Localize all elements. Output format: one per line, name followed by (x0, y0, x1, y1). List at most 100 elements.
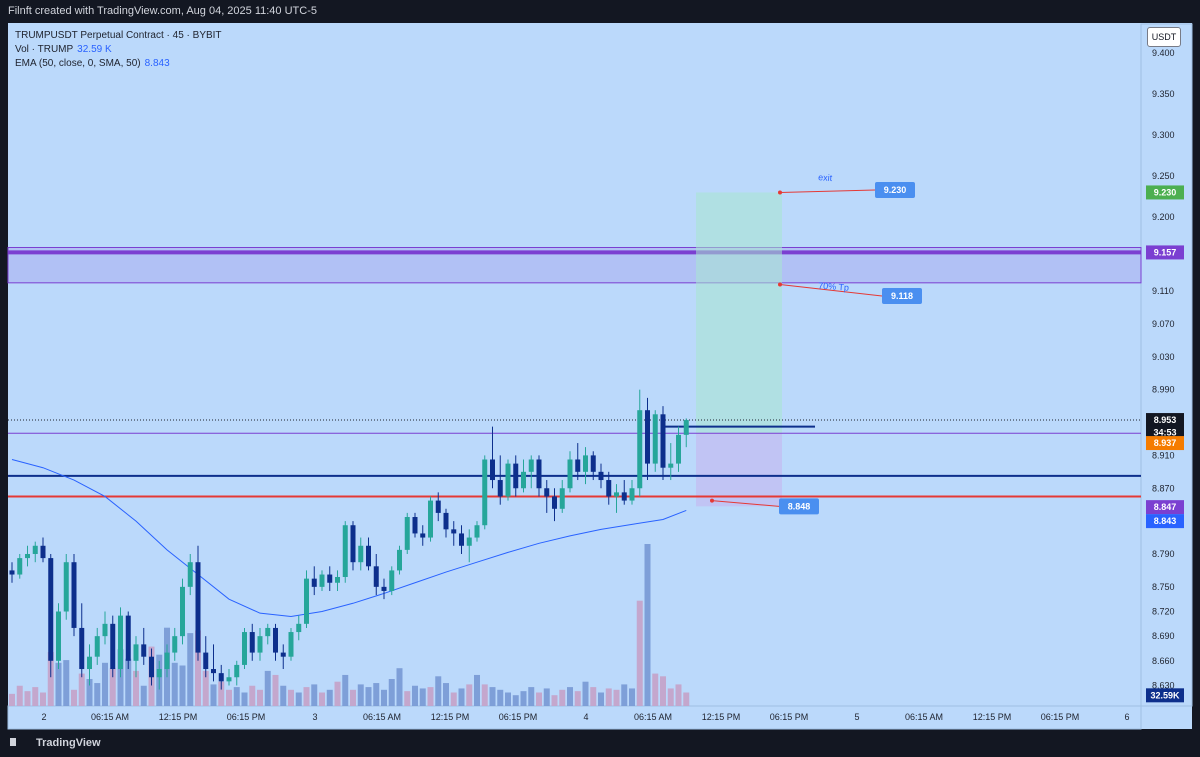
candle-body[interactable] (288, 632, 294, 657)
candle-body[interactable] (676, 434, 681, 464)
candle-body[interactable] (474, 525, 480, 538)
candle-body[interactable] (559, 488, 565, 509)
candle-body[interactable] (668, 463, 674, 468)
candle-body[interactable] (335, 576, 340, 583)
candle-body[interactable] (102, 623, 108, 637)
candle-body[interactable] (257, 636, 263, 653)
candle-body[interactable] (490, 459, 495, 481)
volume-bar (412, 685, 418, 706)
candle-body[interactable] (32, 545, 38, 554)
candle-body[interactable] (373, 566, 379, 587)
candle-body[interactable] (544, 488, 550, 497)
candle-body[interactable] (443, 512, 449, 530)
candle-body[interactable] (218, 673, 224, 682)
candle-body[interactable] (521, 471, 526, 489)
candle-body[interactable] (211, 669, 216, 674)
candle-body[interactable] (637, 410, 643, 489)
candle-body[interactable] (389, 570, 395, 591)
candle-body[interactable] (660, 414, 666, 468)
candle-body[interactable] (203, 652, 209, 670)
candle-body[interactable] (513, 463, 519, 489)
candle-body[interactable] (466, 537, 472, 546)
candle-body[interactable] (583, 455, 588, 472)
annotation-badge (779, 498, 819, 515)
candle-body[interactable] (118, 615, 123, 670)
candle-body[interactable] (226, 677, 232, 682)
candle-body[interactable] (459, 533, 464, 546)
candle-body[interactable] (242, 632, 247, 665)
candle-body[interactable] (366, 545, 371, 567)
candle-body[interactable] (397, 549, 402, 571)
candle-body[interactable] (358, 545, 364, 563)
symbol-label: TRUMPUSDT Perpetual Contract · 45 · BYBI… (15, 30, 222, 41)
price-tag-label: 34:53 (1153, 427, 1176, 437)
candle-body[interactable] (598, 471, 604, 481)
candle-body[interactable] (652, 414, 658, 464)
candle-body[interactable] (404, 517, 410, 550)
candle-body[interactable] (273, 627, 278, 653)
candle-body[interactable] (497, 480, 503, 497)
candle-body[interactable] (296, 623, 302, 633)
currency-button[interactable]: USDT (1147, 27, 1181, 47)
candle-body[interactable] (87, 656, 92, 670)
candle-body[interactable] (17, 558, 23, 575)
candle-body[interactable] (435, 500, 441, 513)
candle-body[interactable] (187, 562, 193, 587)
chart-frame[interactable] (8, 23, 1192, 729)
candle-body[interactable] (249, 632, 255, 653)
candle-body[interactable] (575, 459, 581, 472)
candle-body[interactable] (311, 578, 317, 587)
candle-body[interactable] (234, 664, 240, 678)
candle-body[interactable] (141, 644, 147, 657)
candle-body[interactable] (621, 492, 627, 501)
candle-body[interactable] (567, 459, 573, 489)
candle-body[interactable] (195, 562, 201, 653)
candle-body[interactable] (683, 420, 689, 435)
time-axis-panel[interactable] (7, 705, 1142, 730)
candle-body[interactable] (590, 455, 596, 472)
candle-body[interactable] (606, 480, 612, 497)
candle-body[interactable] (381, 586, 387, 591)
candle-body[interactable] (79, 627, 85, 670)
candle-body[interactable] (428, 500, 433, 538)
candle-body[interactable] (125, 615, 131, 661)
candle-body[interactable] (280, 652, 286, 657)
candle-body[interactable] (645, 410, 650, 464)
price-tag (1146, 245, 1184, 260)
candle-body[interactable] (350, 525, 356, 563)
candle-body[interactable] (172, 636, 178, 653)
candle-body[interactable] (412, 517, 418, 534)
candle-body[interactable] (133, 644, 139, 661)
price-axis-panel[interactable] (1140, 23, 1193, 707)
candle-body[interactable] (482, 459, 488, 526)
candle-body[interactable] (342, 525, 348, 577)
candle-body[interactable] (48, 558, 54, 661)
candle-body[interactable] (327, 574, 333, 583)
volume-bar (551, 695, 558, 706)
candle-body[interactable] (304, 578, 309, 624)
candle-body[interactable] (451, 529, 457, 534)
candle-body[interactable] (40, 545, 46, 559)
candle-body[interactable] (156, 669, 162, 678)
candle-body[interactable] (94, 636, 100, 657)
candle-body[interactable] (110, 623, 116, 670)
candle-body[interactable] (9, 570, 15, 575)
candle-body[interactable] (614, 492, 619, 497)
candle-body[interactable] (319, 574, 325, 587)
candle-body[interactable] (629, 488, 635, 501)
candle-body[interactable] (552, 496, 557, 509)
candle-body[interactable] (528, 459, 534, 472)
candle-body[interactable] (63, 562, 69, 612)
candle-body[interactable] (265, 627, 271, 637)
candle-body[interactable] (149, 656, 154, 678)
header-bar: Filnft created with TradingView.com, Aug… (0, 0, 1200, 24)
candle-body[interactable] (180, 586, 185, 637)
candle-body[interactable] (420, 533, 426, 538)
candle-body[interactable] (71, 562, 77, 628)
candle-body[interactable] (164, 652, 170, 670)
candle-body[interactable] (25, 553, 30, 559)
candle-body[interactable] (56, 611, 61, 661)
candle-body[interactable] (536, 459, 542, 489)
candle-body[interactable] (505, 463, 511, 497)
